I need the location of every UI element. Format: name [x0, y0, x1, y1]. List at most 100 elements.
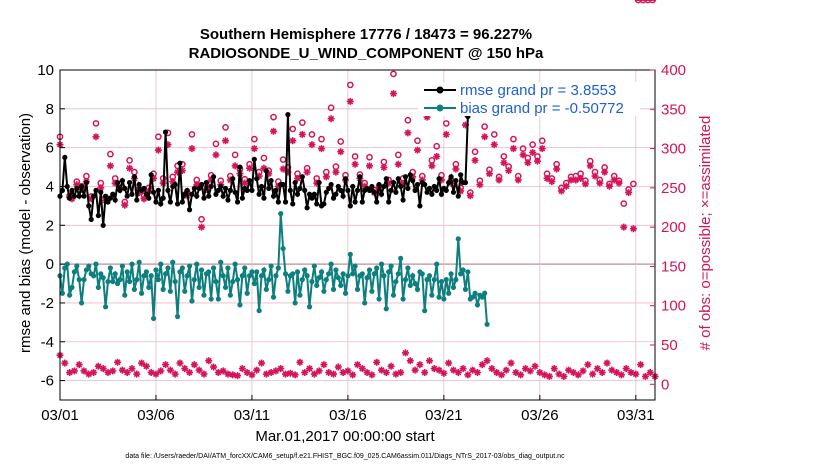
bias-marker — [431, 277, 437, 283]
obs-possible-marker — [222, 124, 229, 131]
obs-count-marker — [152, 370, 160, 378]
obs-count-marker — [157, 367, 165, 375]
bias-marker — [136, 259, 142, 265]
rmse-marker — [282, 199, 289, 205]
x-tick-label: 03/01 — [41, 407, 79, 424]
obs-count-marker — [641, 372, 649, 380]
bias-marker — [441, 296, 447, 302]
bias-marker — [302, 267, 308, 273]
rmse-marker — [64, 183, 70, 190]
rmse-marker — [206, 193, 212, 199]
obs-assimilated-marker — [433, 152, 441, 160]
bias-marker — [388, 263, 394, 269]
rmse-marker — [158, 201, 164, 207]
bias-marker — [390, 292, 397, 298]
obs-possible-marker — [366, 153, 373, 161]
rmse-marker — [347, 203, 353, 209]
rmse-marker — [381, 183, 387, 190]
bias-marker — [74, 263, 80, 269]
bias-marker — [297, 292, 303, 298]
obs-count-marker — [632, 370, 640, 378]
bias-marker — [426, 273, 433, 279]
rmse-marker — [314, 201, 320, 207]
bias-marker — [213, 278, 219, 285]
obs-count-marker — [622, 365, 630, 373]
obs-possible-marker — [519, 145, 527, 152]
rmse-marker — [345, 187, 351, 193]
bias-marker — [311, 263, 317, 269]
rmse-marker — [369, 183, 375, 190]
rmse-marker — [237, 164, 243, 170]
obs-count-marker — [253, 366, 261, 374]
obs-count-marker — [603, 359, 611, 367]
rmse-marker — [273, 187, 279, 193]
obs-assimilated-marker — [466, 192, 474, 200]
obs-assimilated-marker — [126, 164, 134, 172]
rmse-marker — [249, 187, 255, 193]
rmse-marker — [220, 193, 226, 199]
obs-possible-marker — [289, 125, 297, 133]
bias-marker — [333, 267, 339, 273]
bias-marker — [112, 271, 118, 277]
obs-assimilated-marker — [303, 168, 311, 176]
bias-marker — [376, 296, 382, 302]
obs-assimilated-marker — [404, 129, 412, 137]
rmse-marker — [227, 187, 233, 193]
obs-possible-marker — [620, 200, 628, 207]
y-axis-label-right: # of obs: o=possible; ×=assimilated — [697, 116, 714, 351]
obs-assimilated-marker — [596, 179, 604, 187]
rmse-marker — [299, 174, 305, 180]
bias-marker — [261, 267, 267, 273]
bias-marker — [326, 271, 332, 277]
rmse-marker — [124, 193, 130, 199]
obs-possible-marker — [442, 120, 450, 127]
rmse-marker — [338, 187, 344, 193]
bias-marker — [102, 304, 109, 310]
rmse-marker — [366, 187, 373, 193]
obs-assimilated-marker — [615, 179, 623, 187]
rmse-marker — [239, 195, 245, 201]
obs-assimilated-marker — [394, 160, 402, 168]
bias-marker — [407, 282, 413, 289]
rmse-marker — [455, 193, 461, 199]
obs-assimilated-marker — [581, 180, 589, 188]
rmse-marker — [357, 174, 363, 180]
obs-possible-marker — [279, 156, 287, 163]
y-tick-label-left: -6 — [41, 373, 54, 390]
obs-count-marker — [306, 365, 314, 373]
obs-assimilated-marker — [514, 176, 522, 184]
obs-count-marker — [574, 371, 582, 379]
rmse-marker — [148, 172, 154, 178]
rmse-marker — [386, 199, 392, 205]
obs-possible-marker — [318, 135, 325, 143]
bias-marker — [81, 277, 87, 283]
obs-possible-marker — [83, 172, 90, 180]
rmse-marker — [98, 189, 104, 195]
rmse-marker — [225, 197, 231, 203]
rmse-marker — [208, 183, 214, 190]
rmse-marker — [244, 187, 250, 193]
bias-marker — [462, 286, 469, 292]
obs-possible-marker — [481, 123, 489, 130]
bias-marker — [338, 282, 344, 289]
obs-count-marker — [330, 370, 338, 378]
obs-assimilated-marker — [389, 90, 397, 98]
legend-rmse-marker — [436, 86, 444, 94]
bias-marker — [244, 290, 250, 296]
rmse-marker — [448, 174, 454, 180]
rmse-marker — [376, 181, 382, 188]
obs-possible-marker — [92, 120, 100, 127]
obs-assimilated-marker — [601, 168, 609, 176]
bias-marker — [179, 265, 185, 271]
obs-count-marker — [142, 362, 150, 370]
obs-assimilated-marker — [548, 178, 556, 186]
bias-marker — [419, 271, 425, 277]
rmse-marker — [182, 191, 188, 197]
obs-count-marker — [123, 369, 131, 376]
obs-count-marker — [99, 365, 107, 373]
obs-assimilated-marker — [222, 137, 230, 145]
obs-count-marker — [61, 359, 69, 367]
rmse-marker — [402, 174, 409, 180]
obs-count-marker — [478, 361, 486, 369]
obs-count-marker — [282, 370, 290, 378]
